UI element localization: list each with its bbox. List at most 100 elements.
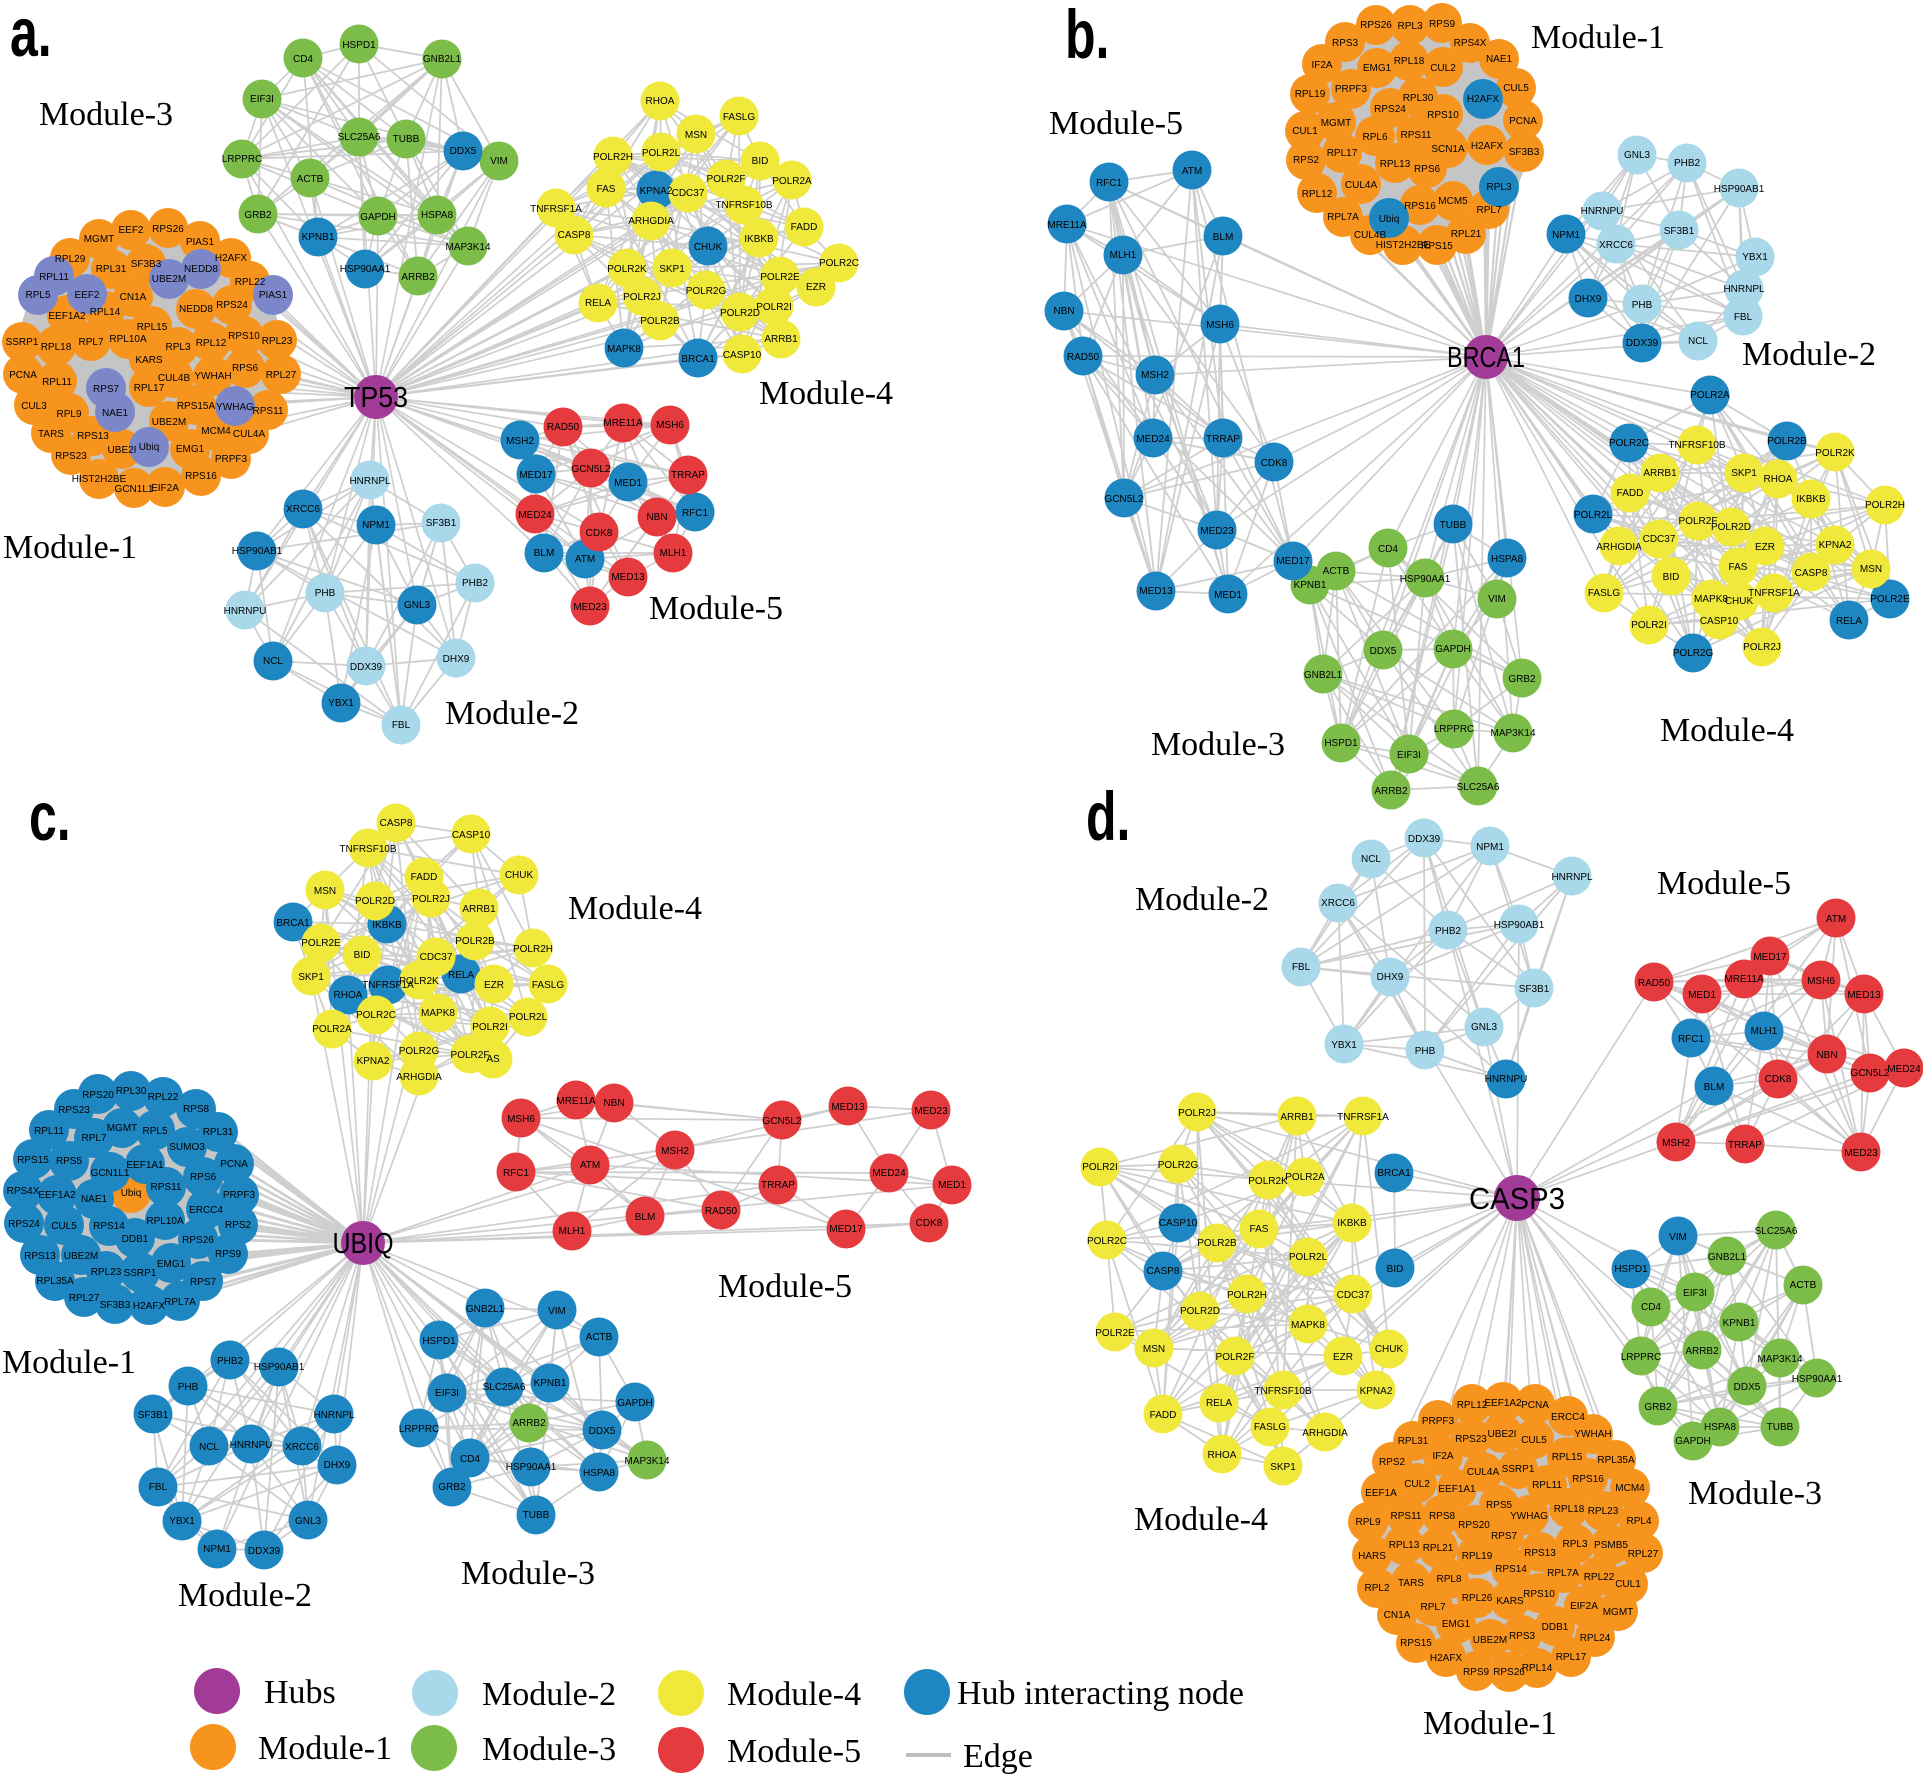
svg-text:DDX5: DDX5 — [1370, 646, 1397, 657]
svg-text:SKP1: SKP1 — [1731, 468, 1757, 479]
svg-text:GNB2L1: GNB2L1 — [1304, 670, 1343, 681]
svg-text:MED13: MED13 — [1139, 586, 1173, 597]
svg-text:RPL3: RPL3 — [1562, 1539, 1587, 1550]
svg-text:RPL10A: RPL10A — [146, 1216, 184, 1227]
svg-text:d.: d. — [1086, 777, 1130, 855]
svg-text:POLR2J: POLR2J — [623, 292, 661, 303]
svg-text:YBX1: YBX1 — [1331, 1040, 1357, 1051]
svg-text:RELA: RELA — [1206, 1398, 1232, 1409]
svg-text:MED17: MED17 — [519, 470, 553, 481]
svg-text:Module-4: Module-4 — [1134, 1501, 1268, 1538]
svg-text:DDX39: DDX39 — [1626, 338, 1659, 349]
svg-text:RPL8: RPL8 — [1436, 1574, 1461, 1585]
svg-text:KPNA2: KPNA2 — [640, 186, 673, 197]
svg-text:FADD: FADD — [411, 872, 438, 883]
svg-text:RPL35A: RPL35A — [1597, 1455, 1635, 1466]
svg-text:PHB2: PHB2 — [1435, 926, 1462, 937]
svg-text:TRRAP: TRRAP — [1206, 434, 1240, 445]
svg-text:BID: BID — [1663, 572, 1680, 583]
svg-text:RPL22: RPL22 — [148, 1092, 179, 1103]
svg-text:YWHAG: YWHAG — [216, 402, 254, 413]
svg-text:RPS15: RPS15 — [1400, 1638, 1432, 1649]
svg-text:RPS5: RPS5 — [56, 1156, 83, 1167]
svg-text:GCN5L2: GCN5L2 — [763, 1116, 802, 1127]
svg-text:PRPF3: PRPF3 — [1335, 84, 1368, 95]
svg-text:GNL3: GNL3 — [295, 1516, 322, 1527]
svg-text:PRPF3: PRPF3 — [223, 1190, 256, 1201]
svg-text:IKBKB: IKBKB — [1796, 494, 1826, 505]
svg-text:UBE2M: UBE2M — [64, 1251, 98, 1262]
svg-text:RPS8: RPS8 — [1429, 1511, 1456, 1522]
svg-text:HNRNPU: HNRNPU — [224, 606, 267, 617]
svg-text:SCN1A: SCN1A — [1431, 144, 1465, 155]
svg-text:GNB2L1: GNB2L1 — [466, 1304, 505, 1315]
svg-text:RPL31: RPL31 — [1398, 1436, 1429, 1447]
svg-text:Module-5: Module-5 — [727, 1733, 861, 1770]
svg-text:RPL13: RPL13 — [1389, 1540, 1420, 1551]
svg-text:CHUK: CHUK — [505, 870, 534, 881]
svg-text:a.: a. — [10, 0, 52, 71]
svg-text:NAE1: NAE1 — [81, 1194, 108, 1205]
svg-text:POLR2L: POLR2L — [1289, 1252, 1328, 1263]
svg-text:MAP3K14: MAP3K14 — [1490, 728, 1535, 739]
svg-text:SF3B3: SF3B3 — [100, 1300, 131, 1311]
svg-text:RPS26: RPS26 — [1493, 1667, 1525, 1678]
svg-text:ARRB2: ARRB2 — [401, 272, 435, 283]
svg-text:POLR2D: POLR2D — [1180, 1306, 1220, 1317]
svg-text:SF3B3: SF3B3 — [131, 259, 162, 270]
svg-text:POLR2B: POLR2B — [1197, 1238, 1237, 1249]
svg-text:MAP3K14: MAP3K14 — [445, 242, 490, 253]
svg-text:XRCC6: XRCC6 — [1599, 240, 1633, 251]
svg-text:NBN: NBN — [1816, 1050, 1837, 1061]
svg-text:YWHAG: YWHAG — [1510, 1511, 1548, 1522]
svg-text:HNRNPL: HNRNPL — [1551, 872, 1593, 883]
svg-text:POLR2E: POLR2E — [301, 938, 341, 949]
svg-text:ARHGDIA: ARHGDIA — [628, 216, 674, 227]
svg-text:POLR2E: POLR2E — [1870, 594, 1910, 605]
svg-text:POLR2G: POLR2G — [1158, 1160, 1199, 1171]
svg-text:EMG1: EMG1 — [176, 444, 205, 455]
svg-text:HSPA8: HSPA8 — [1491, 554, 1523, 565]
svg-text:YBX1: YBX1 — [1742, 252, 1768, 263]
svg-text:MSH6: MSH6 — [507, 1114, 535, 1125]
svg-text:CUL4A: CUL4A — [1345, 180, 1378, 191]
svg-text:CASP8: CASP8 — [380, 818, 413, 829]
svg-text:RPL3: RPL3 — [1486, 182, 1511, 193]
svg-text:HNRNPL: HNRNPL — [313, 1410, 355, 1421]
svg-text:MED17: MED17 — [1276, 556, 1310, 567]
svg-text:HSPD1: HSPD1 — [342, 40, 376, 51]
svg-text:RPL2: RPL2 — [1364, 1583, 1389, 1594]
svg-text:MLH1: MLH1 — [1751, 1026, 1778, 1037]
svg-text:CDK8: CDK8 — [586, 528, 613, 539]
svg-text:RPS24: RPS24 — [1374, 104, 1406, 115]
svg-text:RPS11: RPS11 — [151, 1182, 182, 1193]
svg-text:Module-1: Module-1 — [2, 1344, 136, 1381]
svg-text:MCM5: MCM5 — [1438, 196, 1468, 207]
svg-text:HIST2H2BE: HIST2H2BE — [72, 474, 127, 485]
svg-text:RPS6: RPS6 — [1414, 164, 1441, 175]
svg-text:POLR2D: POLR2D — [1711, 522, 1751, 533]
svg-text:EEF1A1: EEF1A1 — [126, 1160, 164, 1171]
svg-text:CUL4B: CUL4B — [1354, 230, 1387, 241]
svg-text:RPL7A: RPL7A — [164, 1297, 196, 1308]
svg-text:KARS: KARS — [135, 355, 163, 366]
svg-text:RPL23: RPL23 — [91, 1267, 122, 1278]
svg-text:RPL27: RPL27 — [1628, 1549, 1659, 1560]
svg-text:MGMT: MGMT — [1321, 118, 1352, 129]
svg-text:H2AFX: H2AFX — [215, 253, 248, 264]
svg-text:RPS3: RPS3 — [1332, 38, 1359, 49]
svg-text:GNB2L1: GNB2L1 — [1708, 1252, 1747, 1263]
svg-text:POLR2L: POLR2L — [642, 148, 681, 159]
svg-text:FASLG: FASLG — [532, 980, 564, 991]
svg-text:PSMB5: PSMB5 — [1594, 1540, 1628, 1551]
svg-text:PHB: PHB — [178, 1382, 199, 1393]
svg-text:CDC37: CDC37 — [420, 952, 453, 963]
svg-text:RPS15: RPS15 — [1421, 241, 1453, 252]
svg-text:RPL27: RPL27 — [266, 370, 297, 381]
svg-text:MED23: MED23 — [914, 1106, 948, 1117]
svg-text:MSH2: MSH2 — [661, 1146, 689, 1157]
svg-text:MAP3K14: MAP3K14 — [624, 1456, 669, 1467]
svg-text:KPNA2: KPNA2 — [1360, 1386, 1393, 1397]
svg-text:CASP8: CASP8 — [1795, 568, 1828, 579]
svg-text:ARHGDIA: ARHGDIA — [396, 1072, 442, 1083]
